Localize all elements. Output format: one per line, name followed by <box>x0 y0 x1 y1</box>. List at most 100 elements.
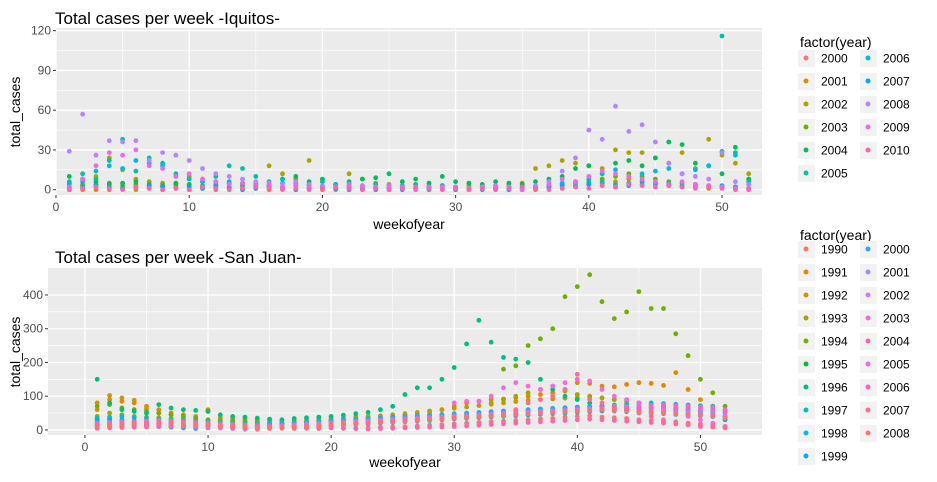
data-point <box>626 150 632 156</box>
data-point <box>613 167 618 173</box>
data-point <box>587 400 593 406</box>
data-point <box>451 415 457 421</box>
data-point <box>488 339 494 345</box>
chart-title: Total cases per week -San Juan- <box>55 248 302 267</box>
data-point <box>611 408 617 413</box>
data-point <box>373 186 379 191</box>
data-point <box>599 168 605 174</box>
data-point <box>414 425 420 430</box>
legend-item: 1995 <box>798 356 848 373</box>
data-point <box>144 410 149 416</box>
data-point <box>525 393 531 399</box>
data-point <box>390 418 396 424</box>
legend-swatch <box>865 384 871 390</box>
legend: 1990 1991 1992 1993 1994 1995 1996 1997 1998 1999… <box>798 241 910 465</box>
data-point <box>693 182 698 187</box>
x-tick-label: 10 <box>201 440 215 454</box>
data-point <box>94 376 100 382</box>
data-point <box>574 408 580 414</box>
data-point <box>341 425 346 431</box>
data-point <box>685 422 691 428</box>
data-point <box>66 148 72 154</box>
data-point <box>156 424 162 429</box>
data-point <box>291 416 297 421</box>
data-point <box>94 424 100 429</box>
x-tick-label: 30 <box>448 440 462 454</box>
data-point <box>451 405 457 411</box>
x-tick-label: 10 <box>183 200 197 214</box>
data-point <box>722 425 728 431</box>
data-point <box>240 186 245 191</box>
y-tick-label: 30 <box>38 143 52 157</box>
data-point <box>525 420 531 425</box>
data-point <box>513 412 519 417</box>
y-tick-label: 120 <box>31 24 51 38</box>
data-point <box>133 158 139 163</box>
data-point <box>378 419 383 425</box>
data-point <box>599 179 605 185</box>
data-point <box>538 397 543 402</box>
data-point <box>624 408 629 414</box>
data-point <box>626 129 632 134</box>
data-point <box>533 166 538 171</box>
data-point <box>186 187 192 193</box>
data-point <box>293 179 299 185</box>
data-point <box>254 426 260 431</box>
x-tick-label: 0 <box>82 440 89 454</box>
legend-label: 2003 <box>883 312 910 326</box>
data-point <box>538 392 543 397</box>
data-point <box>613 184 618 190</box>
data-point <box>661 417 666 423</box>
legend-label: 2008 <box>883 427 910 441</box>
data-point <box>733 152 738 158</box>
legend-swatch <box>865 338 871 344</box>
data-point <box>722 415 728 421</box>
y-tick-label: 300 <box>23 322 43 336</box>
legend-label: 1999 <box>821 450 848 464</box>
data-point <box>573 184 578 190</box>
data-point <box>611 418 617 423</box>
data-point <box>181 407 186 413</box>
data-point <box>476 317 482 323</box>
x-tick-label: 20 <box>324 440 338 454</box>
legend: 2000 2001 2002 2003 2004 2005 2006 2007 2008 2009… <box>798 50 910 182</box>
x-axis-label: weekofyear <box>372 216 445 232</box>
data-point <box>346 186 352 191</box>
data-point <box>186 176 192 182</box>
data-point <box>80 171 85 177</box>
data-point <box>525 343 531 348</box>
data-point <box>733 187 738 193</box>
legend-swatch <box>803 101 809 107</box>
data-point <box>661 403 666 409</box>
data-point <box>587 272 593 278</box>
legend-item: 2005 <box>798 165 848 182</box>
legend-item: 2006 <box>860 379 910 396</box>
data-point <box>80 176 85 182</box>
data-point <box>706 136 712 142</box>
data-point <box>213 179 219 185</box>
data-point <box>501 366 506 372</box>
data-point <box>240 166 245 171</box>
legend-item: 2004 <box>798 142 848 159</box>
legend-label: 1998 <box>821 427 848 441</box>
data-point <box>562 414 568 420</box>
legend-label: 2002 <box>821 98 848 112</box>
data-point <box>240 176 245 182</box>
data-point <box>538 387 543 392</box>
data-point <box>706 184 712 190</box>
data-point <box>306 158 312 163</box>
legend-swatch <box>865 430 871 436</box>
chart-iquitos: Total cases per week -Iquitos- 0 10 20 30 40… <box>7 9 910 232</box>
data-point <box>66 174 72 179</box>
data-point <box>639 163 645 169</box>
data-point <box>386 171 392 177</box>
data-point <box>611 393 617 399</box>
data-point <box>624 397 629 402</box>
data-point <box>525 383 531 389</box>
chart-san-juan: Total cases per week -San Juan- 0 10 20 30 4… <box>7 227 910 470</box>
data-point <box>106 163 112 169</box>
data-point <box>267 416 272 422</box>
data-point <box>653 168 658 174</box>
data-point <box>346 171 352 177</box>
data-point <box>168 405 174 411</box>
